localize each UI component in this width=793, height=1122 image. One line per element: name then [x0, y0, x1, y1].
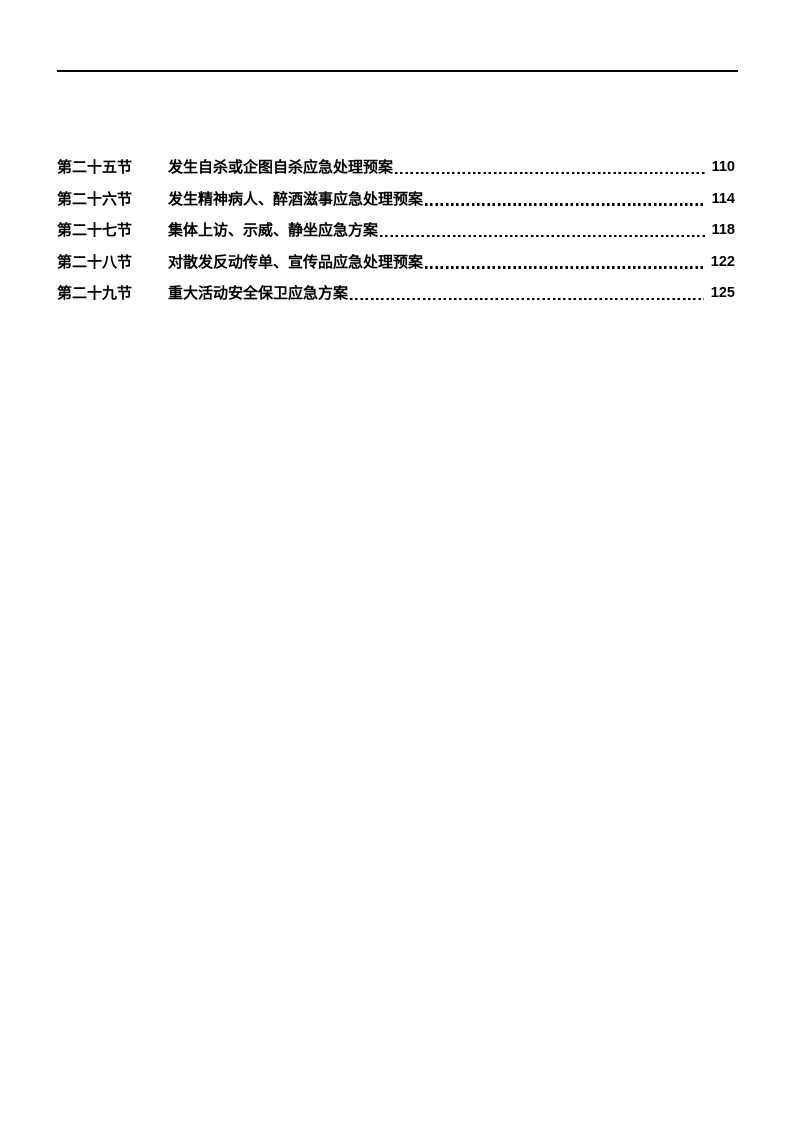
dot-leader — [425, 247, 704, 279]
toc-page-number: 122 — [710, 253, 735, 270]
toc-list: 第二十五节 发生自杀或企图自杀应急处理预案 110 第二十六节 发生精神病人、醉… — [57, 152, 735, 310]
toc-page-number: 118 — [711, 222, 735, 238]
toc-page-number: 125 — [710, 285, 735, 301]
toc-section-label: 第二十八节 — [57, 253, 133, 271]
dot-leader — [350, 278, 704, 310]
toc-entry-title: 发生精神病人、醉酒滋事应急处理预案 — [168, 190, 424, 208]
toc-entry-title: 集体上访、示威、静坐应急方案 — [168, 222, 379, 239]
toc-entry-title: 对散发反动传单、宣传品应急处理预案 — [168, 253, 424, 271]
toc-section-label: 第二十六节 — [57, 190, 133, 208]
toc-entry[interactable]: 第二十七节 集体上访、示威、静坐应急方案 118 — [57, 215, 735, 247]
toc-page-number: 114 — [711, 190, 735, 207]
toc-entry[interactable]: 第二十九节 重大活动安全保卫应急方案 125 — [57, 278, 735, 310]
toc-entry-title: 发生自杀或企图自杀应急处理预案 — [168, 159, 394, 176]
toc-section-label: 第二十九节 — [57, 285, 133, 302]
header-rule — [57, 70, 738, 72]
toc-page-number: 110 — [711, 159, 735, 175]
toc-entry-title: 重大活动安全保卫应急方案 — [168, 285, 349, 302]
toc-entry[interactable]: 第二十六节 发生精神病人、醉酒滋事应急处理预案 114 — [57, 184, 735, 216]
dot-leader — [425, 184, 705, 216]
dot-leader — [380, 215, 705, 247]
toc-entry[interactable]: 第二十五节 发生自杀或企图自杀应急处理预案 110 — [57, 152, 735, 184]
toc-section-label: 第二十七节 — [57, 222, 133, 239]
dot-leader — [395, 152, 705, 184]
toc-entry[interactable]: 第二十八节 对散发反动传单、宣传品应急处理预案 122 — [57, 247, 735, 279]
toc-section-label: 第二十五节 — [57, 159, 133, 176]
